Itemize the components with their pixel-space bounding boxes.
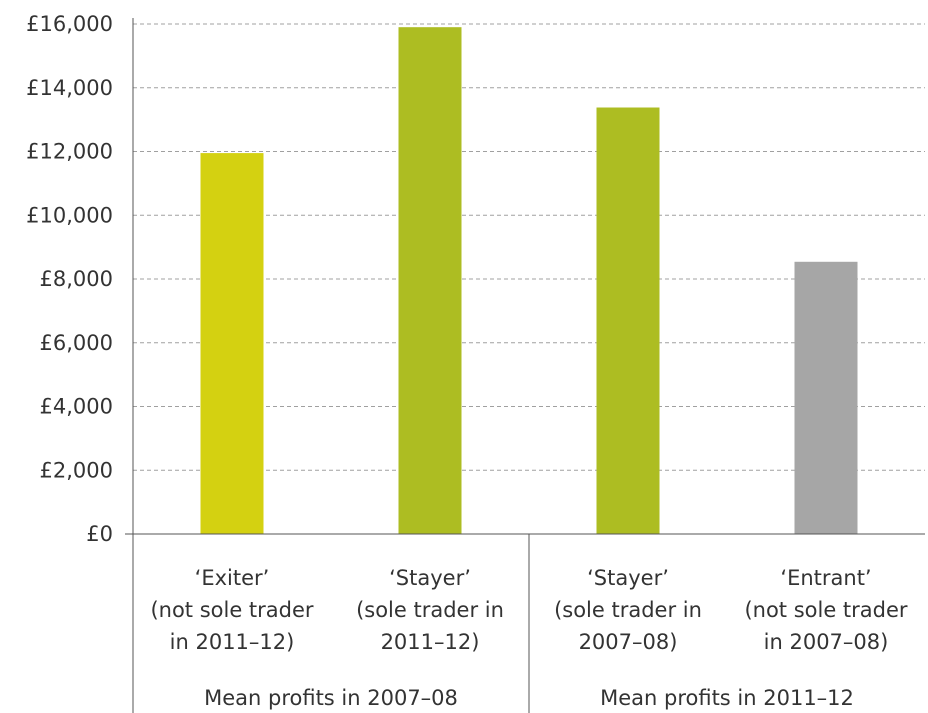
gridlines (133, 23, 925, 471)
y-tick-label: £16,000 (26, 12, 113, 36)
bar (398, 27, 462, 534)
group-labels: Mean profits in 2007–08 Mean profits in 2… (204, 686, 854, 710)
y-tick-label: £2,000 (40, 458, 113, 482)
y-tick-label: £8,000 (40, 267, 113, 291)
category-label: ‘Stayer’ (sole trader in 2011–12) (356, 566, 504, 654)
category-label: ‘Exiter’ (not sole trader in 2011–12) (150, 566, 313, 654)
y-tick-label: £14,000 (26, 76, 113, 100)
axes (125, 18, 925, 713)
y-axis-ticks: £0 £2,000 £4,000 £6,000 £8,000 £10,000 £12,000… (26, 12, 113, 546)
group-label: Mean profits in 2007–08 (204, 686, 458, 710)
category-label: ‘Stayer’ (sole trader in 2007–08) (554, 566, 702, 654)
bars (200, 27, 858, 534)
y-tick-label: £4,000 (40, 395, 113, 419)
bar (200, 153, 264, 534)
bar (794, 261, 858, 534)
y-tick-label: £6,000 (40, 331, 113, 355)
bar (596, 107, 660, 534)
y-tick-label: £0 (86, 522, 113, 546)
category-labels: ‘Exiter’ (not sole trader in 2011–12) ‘Stay… (150, 566, 907, 654)
y-tick-label: £10,000 (26, 203, 113, 227)
category-label: ‘Entrant’ (not sole trader in 2007–08) (744, 566, 907, 654)
group-label: Mean profits in 2011–12 (600, 686, 854, 710)
y-tick-label: £12,000 (26, 140, 113, 164)
